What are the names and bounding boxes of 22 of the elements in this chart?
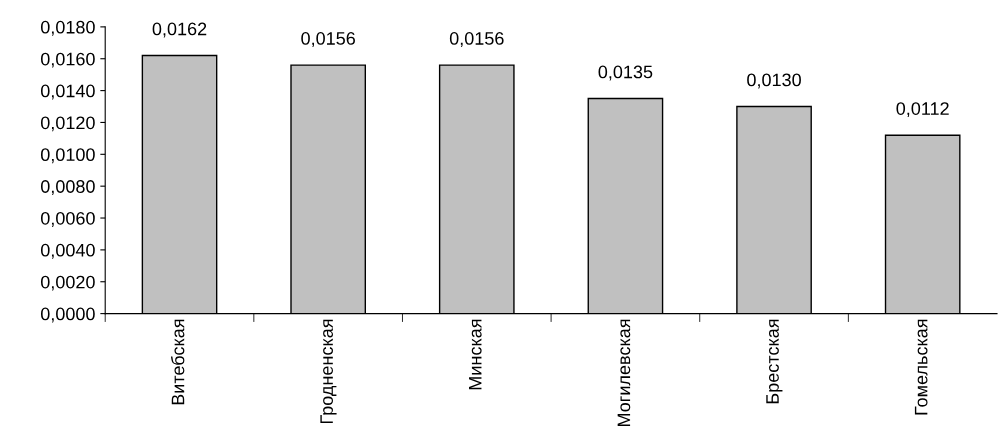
data-label: 0,0156 <box>301 32 355 48</box>
y-tick-label: 0,0180 <box>40 20 95 36</box>
x-tick-label: Витебская <box>170 319 185 405</box>
y-tick-label: 0,0080 <box>40 180 95 196</box>
y-tick-label: 0,0140 <box>40 84 95 100</box>
y-tick-label: 0,0160 <box>40 52 95 68</box>
data-label: 0,0162 <box>152 22 207 38</box>
y-tick-label: 0,0100 <box>40 148 95 164</box>
x-tick-label: Брестская <box>766 319 783 404</box>
data-label: 0,0112 <box>896 102 949 118</box>
x-tick-label: Гомельская <box>914 319 928 415</box>
data-label: 0,0156 <box>449 32 504 48</box>
x-tick-label: Гродненская <box>320 319 337 424</box>
y-tick-label: 0,0120 <box>40 116 95 132</box>
y-tick-label: 0,0020 <box>40 275 95 291</box>
x-tick-label: Могилевская <box>617 319 631 427</box>
data-label: 0,0130 <box>747 73 801 89</box>
x-tick-label: Минская <box>469 319 482 390</box>
data-label: 0,0135 <box>598 65 653 81</box>
y-tick-label: 0,0000 <box>40 307 95 323</box>
y-tick-label: 0,0060 <box>40 211 95 227</box>
y-tick-label: 0,0040 <box>40 243 95 259</box>
